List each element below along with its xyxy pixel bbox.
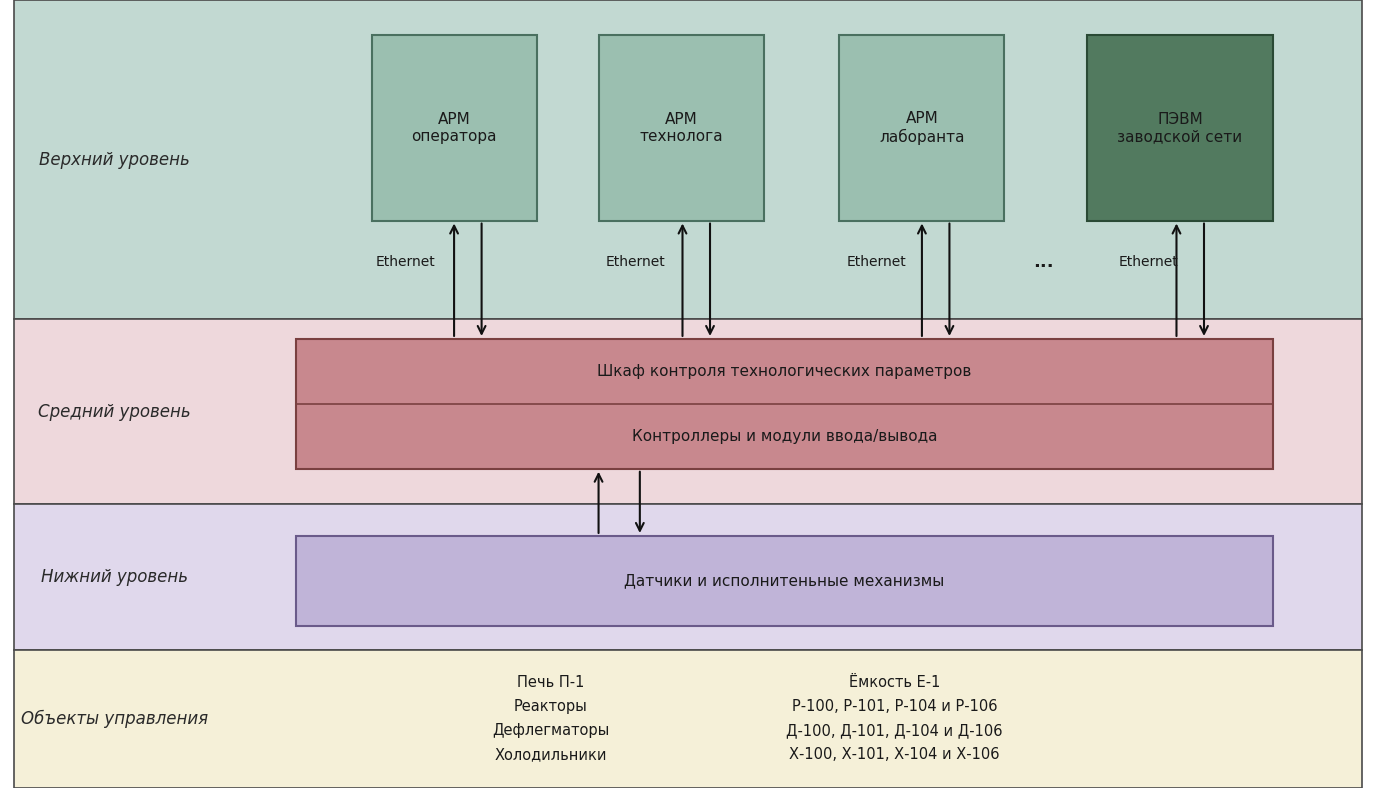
Text: Верхний уровень: Верхний уровень	[39, 151, 190, 169]
FancyBboxPatch shape	[372, 35, 537, 221]
Text: ПЭВМ
заводской сети: ПЭВМ заводской сети	[1117, 112, 1243, 144]
Text: Ethernet: Ethernet	[605, 255, 666, 269]
FancyBboxPatch shape	[599, 35, 764, 221]
Bar	[14, 504, 1362, 650]
Text: АРМ
оператора: АРМ оператора	[411, 112, 497, 144]
Text: Датчики и исполнитеньные механизмы: Датчики и исполнитеньные механизмы	[625, 574, 944, 589]
Text: АРМ
лаборанта: АРМ лаборанта	[879, 111, 965, 145]
Text: Контроллеры и модули ввода/вывода: Контроллеры и модули ввода/вывода	[632, 429, 937, 444]
Text: Ethernet: Ethernet	[846, 255, 907, 269]
Bar	[14, 0, 1362, 319]
Text: АРМ
технолога: АРМ технолога	[640, 112, 722, 144]
FancyBboxPatch shape	[839, 35, 1004, 221]
Bar	[14, 650, 1362, 788]
FancyBboxPatch shape	[1087, 35, 1273, 221]
Text: Шкаф контроля технологических параметров: Шкаф контроля технологических параметров	[597, 364, 971, 379]
Text: Средний уровень: Средний уровень	[39, 403, 190, 421]
Text: Нижний уровень: Нижний уровень	[41, 568, 187, 586]
Text: Печь П-1
Реакторы
Дефлегматоры
Холодильники: Печь П-1 Реакторы Дефлегматоры Холодильн…	[491, 675, 610, 762]
Text: ...: ...	[1033, 253, 1053, 270]
Text: Объекты управления: Объекты управления	[21, 710, 208, 728]
Text: Ёмкость Е-1
Р-100, Р-101, Р-104 и Р-106
Д-100, Д-101, Д-104 и Д-106
Х-100, Х-101: Ёмкость Е-1 Р-100, Р-101, Р-104 и Р-106 …	[786, 675, 1003, 762]
Text: Ethernet: Ethernet	[376, 255, 436, 269]
Text: Ethernet: Ethernet	[1119, 255, 1179, 269]
Bar	[14, 319, 1362, 504]
FancyBboxPatch shape	[296, 339, 1273, 469]
FancyBboxPatch shape	[296, 536, 1273, 626]
